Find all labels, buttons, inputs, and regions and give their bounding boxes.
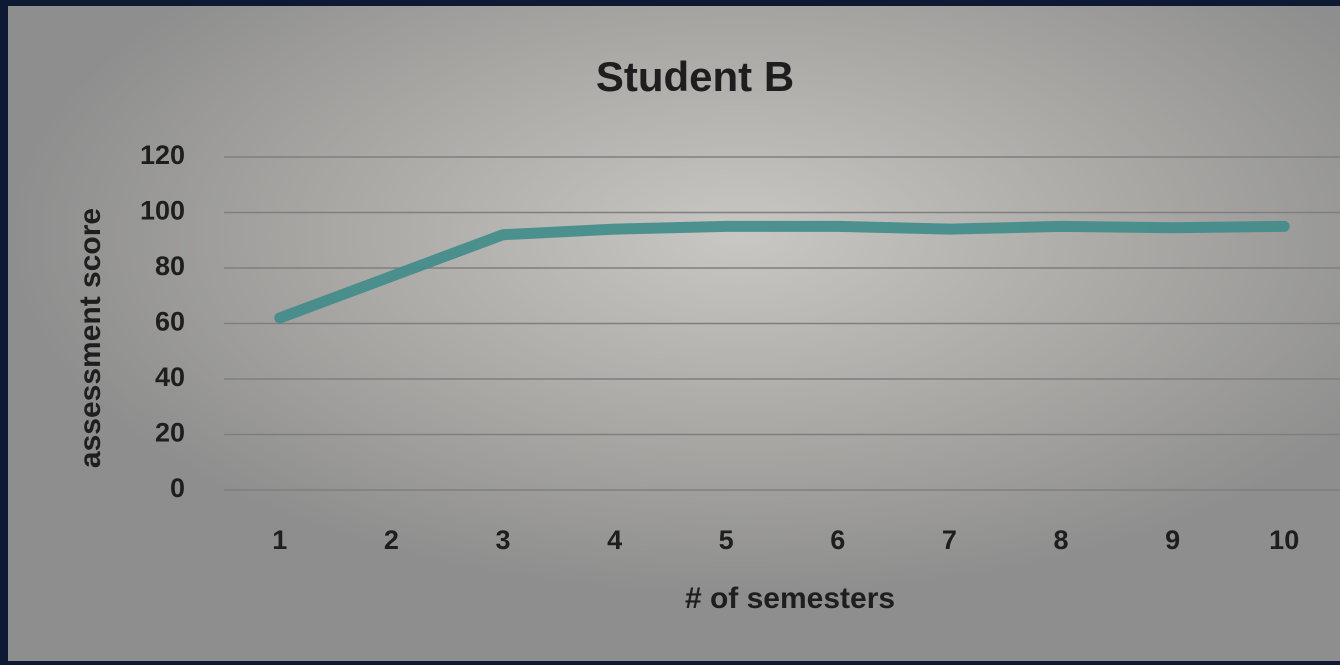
page: Student B # of semesters assessment scor… <box>0 0 1340 665</box>
background <box>8 6 1340 661</box>
x-tick-label: 5 <box>719 525 734 555</box>
x-tick-label: 6 <box>830 525 845 555</box>
y-tick-label: 40 <box>155 362 185 392</box>
chart-title: Student B <box>596 53 794 100</box>
y-tick-label: 60 <box>155 307 185 337</box>
x-tick-label: 9 <box>1165 525 1180 555</box>
y-tick-label: 20 <box>155 418 185 448</box>
x-tick-label: 1 <box>272 525 287 555</box>
x-tick-label: 10 <box>1269 525 1299 555</box>
y-axis-label: assessment score <box>74 208 107 468</box>
x-axis-label: # of semesters <box>685 582 895 615</box>
x-tick-label: 7 <box>942 525 957 555</box>
y-tick-label: 0 <box>170 473 185 503</box>
x-tick-label: 2 <box>384 525 399 555</box>
x-tick-label: 8 <box>1053 525 1068 555</box>
chart: Student B # of semesters assessment scor… <box>0 0 1340 665</box>
y-tick-label: 80 <box>155 251 185 281</box>
x-tick-label: 3 <box>495 525 510 555</box>
x-tick-label: 4 <box>607 525 622 555</box>
y-tick-label: 100 <box>140 196 185 226</box>
y-tick-label: 120 <box>140 140 185 170</box>
